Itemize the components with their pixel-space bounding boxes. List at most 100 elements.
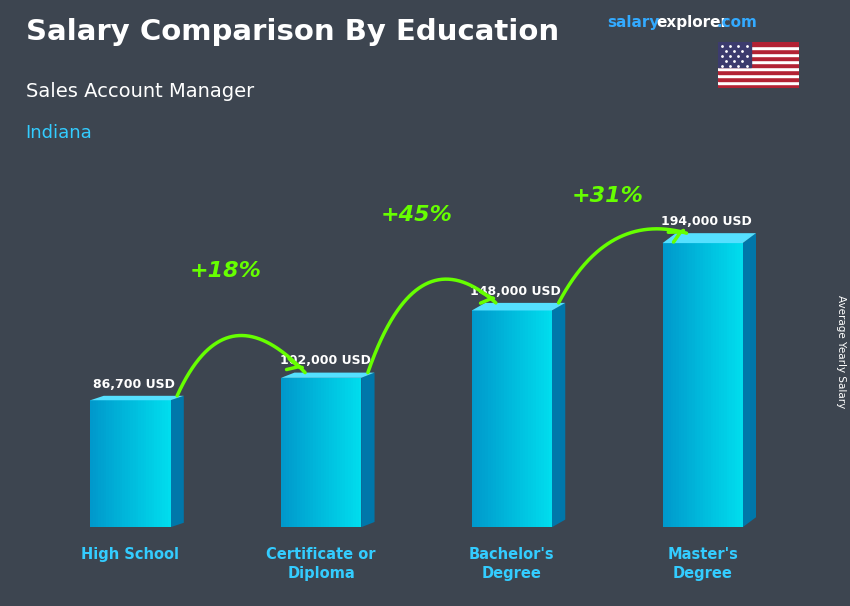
Bar — [732, 243, 735, 527]
Bar — [144, 400, 146, 527]
Bar — [687, 243, 689, 527]
Bar — [483, 310, 485, 527]
Polygon shape — [281, 373, 375, 378]
Bar — [520, 310, 523, 527]
Bar — [536, 310, 539, 527]
Bar — [337, 378, 340, 527]
Bar — [292, 378, 295, 527]
Bar — [477, 310, 480, 527]
Bar — [549, 310, 552, 527]
Bar — [718, 46, 799, 50]
Polygon shape — [361, 373, 375, 527]
Bar — [350, 378, 354, 527]
Bar — [729, 243, 732, 527]
Bar — [703, 243, 705, 527]
Bar — [697, 243, 700, 527]
Bar — [718, 70, 799, 74]
Text: 86,700 USD: 86,700 USD — [94, 378, 175, 390]
Bar — [718, 67, 799, 70]
Bar — [139, 400, 141, 527]
Bar — [289, 378, 292, 527]
Bar — [514, 310, 518, 527]
Bar — [700, 243, 703, 527]
Bar — [718, 42, 799, 46]
Bar — [99, 400, 101, 527]
Bar — [684, 243, 687, 527]
Bar — [737, 243, 740, 527]
Bar — [498, 310, 501, 527]
Bar — [718, 56, 799, 60]
Text: .com: .com — [717, 15, 757, 30]
Bar — [90, 400, 94, 527]
Bar — [324, 378, 326, 527]
Bar — [517, 310, 520, 527]
Bar — [300, 378, 303, 527]
Bar — [718, 81, 799, 84]
Bar — [157, 400, 160, 527]
Bar — [692, 243, 694, 527]
Text: Sales Account Manager: Sales Account Manager — [26, 82, 254, 101]
Polygon shape — [662, 233, 756, 243]
Bar — [485, 310, 488, 527]
Bar — [547, 310, 549, 527]
Bar — [479, 310, 483, 527]
Bar — [662, 243, 666, 527]
Bar — [507, 310, 509, 527]
Bar — [671, 243, 673, 527]
Bar — [286, 378, 289, 527]
Bar — [117, 400, 120, 527]
Bar — [122, 400, 125, 527]
Bar — [109, 400, 112, 527]
Bar — [493, 310, 496, 527]
Bar — [115, 400, 117, 527]
Bar — [326, 378, 329, 527]
Text: +18%: +18% — [190, 261, 262, 281]
Bar — [294, 378, 297, 527]
Polygon shape — [90, 396, 184, 400]
Bar — [340, 378, 343, 527]
Bar — [167, 400, 171, 527]
Bar — [718, 53, 799, 56]
Bar — [298, 378, 300, 527]
Bar — [120, 400, 122, 527]
Bar — [718, 64, 799, 67]
Text: 148,000 USD: 148,000 USD — [471, 285, 561, 298]
Bar — [96, 400, 99, 527]
Bar — [305, 378, 308, 527]
Bar — [329, 378, 332, 527]
Bar — [335, 378, 337, 527]
Bar — [310, 378, 314, 527]
Bar — [689, 243, 692, 527]
Bar — [488, 310, 490, 527]
Text: +31%: +31% — [571, 185, 643, 205]
Bar — [141, 400, 144, 527]
Bar — [718, 50, 799, 53]
Bar — [706, 243, 708, 527]
Bar — [716, 243, 719, 527]
Bar — [106, 400, 110, 527]
Bar — [125, 400, 127, 527]
Bar — [533, 310, 536, 527]
Bar — [348, 378, 351, 527]
Text: Indiana: Indiana — [26, 124, 93, 142]
Bar — [343, 378, 345, 527]
Bar — [668, 243, 671, 527]
Bar — [160, 400, 162, 527]
Bar — [104, 400, 106, 527]
Bar — [474, 310, 478, 527]
Bar — [359, 378, 361, 527]
Text: explorer: explorer — [656, 15, 728, 30]
Bar — [101, 400, 104, 527]
Bar — [504, 310, 507, 527]
Bar — [718, 42, 751, 67]
Bar — [539, 310, 541, 527]
Bar — [165, 400, 168, 527]
Bar — [354, 378, 356, 527]
Bar — [727, 243, 729, 527]
Bar — [111, 400, 115, 527]
Bar — [133, 400, 136, 527]
Text: 194,000 USD: 194,000 USD — [661, 215, 752, 228]
Bar — [666, 243, 668, 527]
Bar — [713, 243, 717, 527]
Bar — [718, 60, 799, 64]
